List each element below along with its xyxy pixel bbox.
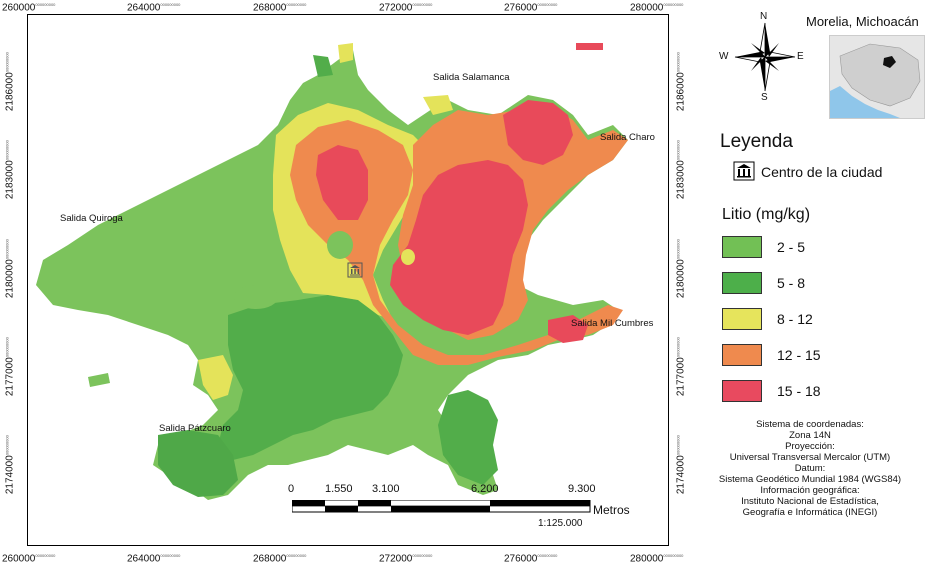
inset-title: Morelia, Michoacán xyxy=(806,14,919,29)
legend-swatch-label: 8 - 12 xyxy=(777,311,813,327)
legend-swatch xyxy=(722,380,762,402)
zone-15-18 xyxy=(548,315,588,343)
zone-2-5 xyxy=(234,285,278,309)
map-info: Sistema de coordenadas: Zona 14N Proyecc… xyxy=(700,419,920,518)
legend-swatch xyxy=(722,308,762,330)
place-label-charo: Salida Charo xyxy=(600,132,655,143)
legend-swatch-label: 2 - 5 xyxy=(777,239,806,255)
x-tick-top: 280000000000000 xyxy=(630,2,684,14)
x-tick-bottom: 280000000000000 xyxy=(630,553,684,565)
inset-map xyxy=(829,35,925,119)
legend-title: Leyenda xyxy=(720,131,793,152)
x-tick-bottom: 264000000000000 xyxy=(127,553,181,565)
zone-5-8 xyxy=(218,295,403,460)
place-label-quiroga: Salida Quiroga xyxy=(60,213,123,224)
info-line: Proyección: xyxy=(785,441,835,452)
x-tick-bottom: 272000000000000 xyxy=(379,553,433,565)
y-tick-right: 2177000000000000 xyxy=(675,337,687,397)
zone-15-18 xyxy=(503,100,573,165)
scale-label: 9.300 xyxy=(568,483,596,495)
place-label-mil-cumbres: Salida Mil Cumbres xyxy=(571,318,654,329)
place-label-patzcuaro: Salida Pátzcuaro xyxy=(159,423,231,434)
legend-swatch xyxy=(722,344,762,366)
compass-south: S xyxy=(761,92,768,103)
x-tick-top: 276000000000000 xyxy=(504,2,558,14)
scale-label: 6.200 xyxy=(471,483,499,495)
compass-east: E xyxy=(797,51,804,62)
legend-swatch xyxy=(722,272,762,294)
x-tick-bottom: 260000000000000 xyxy=(2,553,56,565)
y-tick-right: 2183000000000000 xyxy=(675,140,687,200)
zone-12-15 xyxy=(290,120,623,365)
legend-swatch-label: 12 - 15 xyxy=(777,347,821,363)
zone-8-12 xyxy=(401,249,415,265)
legend-swatch-label: 15 - 18 xyxy=(777,383,821,399)
zone-5-8 xyxy=(438,390,498,485)
scale-unit: Metros xyxy=(593,503,630,517)
y-tick-right: 2186000000000000 xyxy=(675,52,687,112)
zone-5-8 xyxy=(313,55,333,77)
x-tick-bottom: 268000000000000 xyxy=(253,553,307,565)
x-tick-bottom: 276000000000000 xyxy=(504,553,558,565)
scale-bar-graphic xyxy=(292,500,591,513)
legend-center-label: Centro de la ciudad xyxy=(761,164,883,180)
legend-center-item xyxy=(733,161,755,186)
city-center-icon xyxy=(347,262,363,278)
compass-rose-icon xyxy=(734,22,796,92)
scale-label: 3.100 xyxy=(372,483,400,495)
map-frame[interactable]: Salida Salamanca Salida Charo Salida Qui… xyxy=(27,14,669,546)
zone-8-12 xyxy=(338,43,353,63)
legend-swatch-label: 5 - 8 xyxy=(777,275,806,291)
zone-8-12 xyxy=(423,95,453,115)
scale-bar: 0 1.550 3.100 6.200 9.300 Metros 1:125.0… xyxy=(288,483,630,543)
y-tick-left: 2186000000000000 xyxy=(4,52,16,112)
compass-north: N xyxy=(760,11,768,22)
legend-variable-title: Litio (mg/kg) xyxy=(722,206,811,223)
info-line: Sistema Geodético Mundial 1984 (WGS84) xyxy=(718,474,902,485)
zone-5-8 xyxy=(158,430,238,497)
zone-2-5 xyxy=(327,231,353,259)
x-tick-top: 272000000000000 xyxy=(379,2,433,14)
info-line: Datum: xyxy=(794,463,826,474)
zone-2-5 xyxy=(88,373,110,387)
info-line: Instituto Nacional de Estadística, xyxy=(741,496,879,507)
y-tick-right: 2174000000000000 xyxy=(675,435,687,495)
zone-15-18 xyxy=(390,160,528,335)
scale-ratio: 1:125.000 xyxy=(538,518,583,529)
y-tick-left: 2174000000000000 xyxy=(4,435,16,495)
city-center-icon xyxy=(733,161,755,181)
info-line: Universal Transversal Mercalor (UTM) xyxy=(729,452,891,463)
info-line: Información geográfica: xyxy=(760,485,860,496)
info-line: Zona 14N xyxy=(789,430,831,441)
y-tick-left: 2183000000000000 xyxy=(4,140,16,200)
inset-map-graphic xyxy=(830,36,924,118)
y-tick-left: 2177000000000000 xyxy=(4,337,16,397)
legend-swatch xyxy=(722,236,762,258)
info-line: Geografía e Informática (INEGI) xyxy=(742,507,878,518)
x-tick-top: 264000000000000 xyxy=(127,2,181,14)
compass-west: W xyxy=(719,51,729,62)
scale-label: 0 xyxy=(288,483,295,495)
y-tick-right: 2180000000000000 xyxy=(675,239,687,299)
zone-15-18 xyxy=(576,43,603,50)
x-tick-top: 268000000000000 xyxy=(253,2,307,14)
place-label-salamanca: Salida Salamanca xyxy=(433,72,510,83)
x-tick-top: 260000000000000 xyxy=(2,2,56,14)
zone-15-18 xyxy=(316,145,368,220)
y-tick-left: 2180000000000000 xyxy=(4,239,16,299)
zone-8-12 xyxy=(198,355,233,400)
info-line: Sistema de coordenadas: xyxy=(756,419,864,430)
lithium-map xyxy=(36,43,628,500)
scale-label: 1.550 xyxy=(325,483,353,495)
